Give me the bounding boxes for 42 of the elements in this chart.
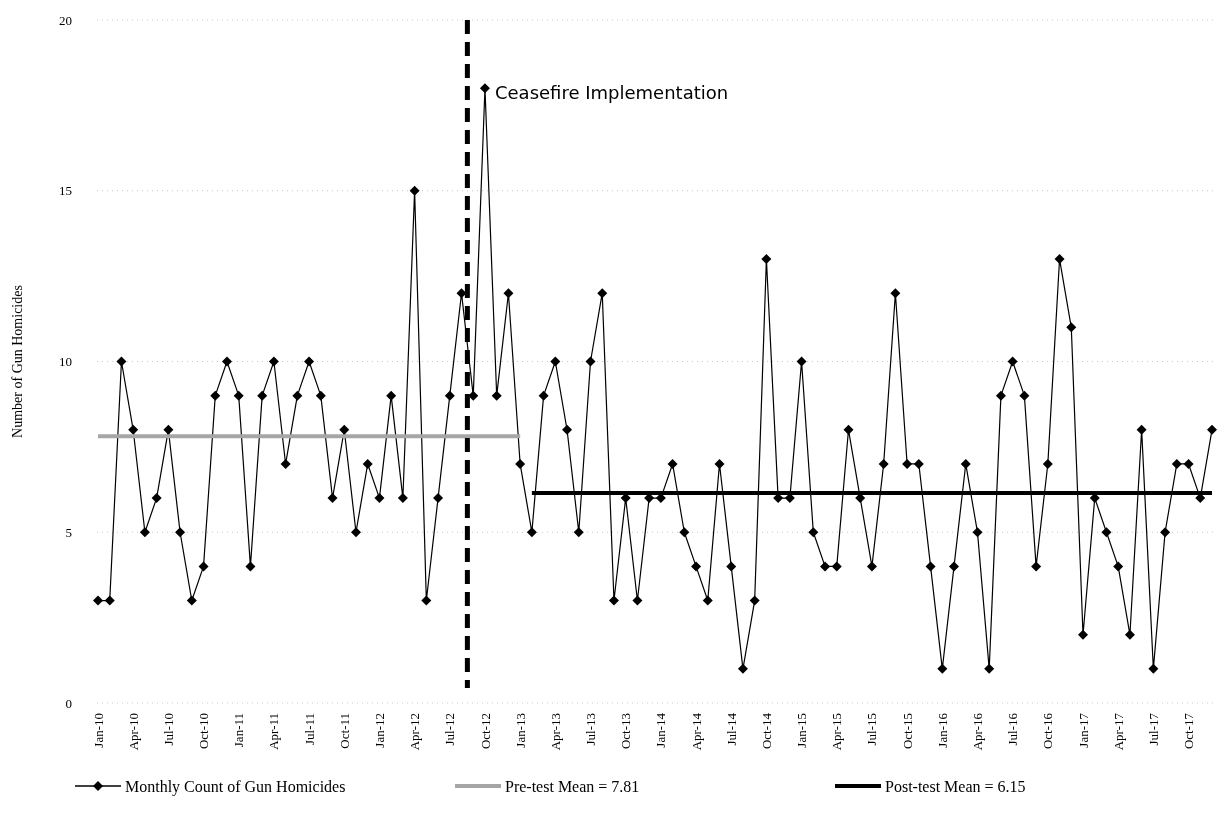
y-tick-label: 15 [59,183,72,199]
x-tick-label: Jan-16 [934,712,950,748]
x-tick-label: Apr-14 [688,712,704,751]
x-tick-label: Jan-11 [231,713,247,748]
x-tick-label: Jul-10 [160,713,176,746]
x-tick-label: Oct-12 [477,713,493,750]
x-tick-label: Apr-17 [1110,712,1126,751]
y-tick-label: 20 [59,12,72,28]
legend-label: Post-test Mean = 6.15 [885,777,1026,795]
x-tick-label: Jan-17 [1075,712,1091,748]
legend-label: Monthly Count of Gun Homicides [125,777,346,796]
x-tick-label: Jul-17 [1145,712,1161,746]
x-tick-label: Oct-13 [618,713,634,750]
x-tick-label: Jan-13 [512,713,528,748]
x-tick-label: Apr-10 [125,713,141,751]
x-tick-label: Jul-13 [583,713,599,746]
y-tick-label: 10 [59,354,72,370]
x-tick-label: Apr-16 [970,712,986,751]
x-tick-label: Oct-16 [1040,712,1056,750]
y-axis-title: Number of Gun Homicides [10,285,25,438]
legend-label: Pre-test Mean = 7.81 [505,777,640,795]
x-tick-label: Oct-14 [758,712,774,750]
x-tick-label: Jan-10 [90,713,106,748]
x-tick-label: Jul-14 [723,712,739,746]
x-tick-label: Jan-14 [653,712,669,748]
x-tick-label: Apr-12 [407,713,423,751]
x-tick-label: Oct-10 [196,713,212,750]
x-tick-label: Jul-12 [442,713,458,746]
x-tick-label: Apr-13 [547,713,563,751]
x-tick-label: Jan-12 [371,713,387,748]
x-tick-label: Jan-15 [794,713,810,748]
annotation: Ceasefire Implementation [494,81,729,103]
x-tick-label: Oct-11 [336,713,352,749]
x-tick-label: Jul-16 [1005,712,1021,746]
x-tick-label: Jul-15 [864,713,880,746]
x-tick-label: Oct-15 [899,713,915,750]
x-tick-label: Apr-15 [829,713,845,751]
x-tick-label: Apr-11 [266,713,282,750]
x-tick-label: Oct-17 [1181,712,1197,750]
x-tick-label: Jul-11 [301,713,317,746]
y-tick-label: 0 [65,695,72,711]
y-tick-label: 5 [65,524,72,540]
